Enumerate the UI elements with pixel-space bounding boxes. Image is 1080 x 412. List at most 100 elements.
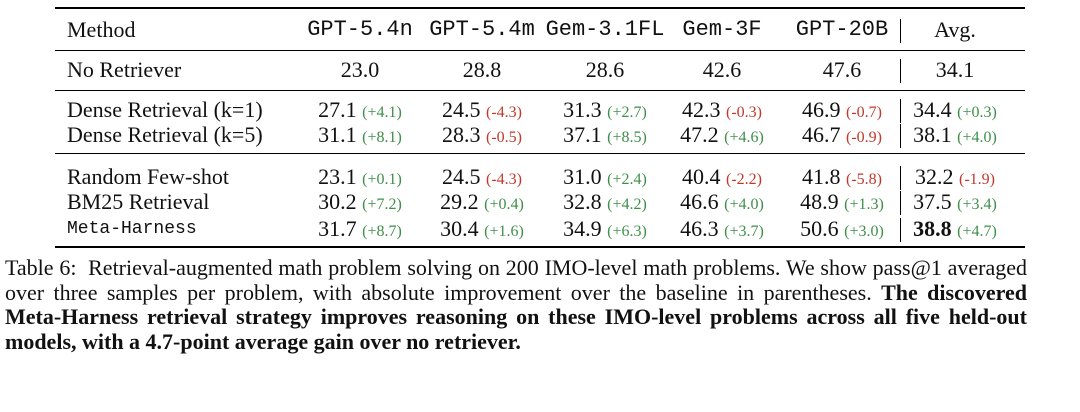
value-cell: 31.3 (+2.7)	[540, 98, 670, 125]
delta: (+3.7)	[724, 223, 764, 240]
value: 24.5	[442, 97, 481, 122]
delta: (-0.9)	[846, 129, 882, 146]
value: 47.6	[822, 57, 862, 82]
separator	[900, 99, 901, 123]
header-cell: GPT-5.4n	[307, 17, 413, 42]
delta: (+0.4)	[484, 196, 524, 213]
delta: (+4.6)	[724, 129, 764, 146]
delta: (+6.3)	[607, 223, 647, 240]
value-cell: 40.4 (-2.2)	[657, 165, 787, 192]
value-cell: 34.9 (+6.3)	[540, 217, 670, 244]
value-cell: 47.2 (+4.6)	[657, 123, 787, 150]
delta: (-5.8)	[846, 171, 882, 188]
delta: (-4.3)	[486, 104, 522, 121]
method-label: Random Few-shot	[67, 164, 229, 189]
value: 47.2	[680, 122, 719, 147]
delta: (+4.7)	[957, 223, 997, 240]
delta: (+4.1)	[362, 104, 402, 121]
value: 50.6	[800, 216, 839, 241]
caption-label: Table 6:	[5, 255, 77, 280]
caption-text: Retrieval-augmented math problem solving…	[5, 255, 1028, 305]
value-cell: 37.1 (+8.5)	[540, 123, 670, 150]
mid-rule	[55, 50, 1025, 51]
value: 42.3	[682, 97, 721, 122]
value-cell: 31.0 (+2.4)	[540, 165, 670, 192]
delta: (+3.4)	[957, 196, 997, 213]
value-cell: 24.5 (-4.3)	[417, 165, 547, 192]
value: 30.4	[440, 216, 479, 241]
value: 34.9	[563, 216, 602, 241]
delta: (+8.7)	[362, 223, 402, 240]
value-cell: 31.7 (+8.7)	[295, 217, 425, 244]
value-cell: 31.1 (+8.1)	[295, 123, 425, 150]
value-cell: 29.2 (+0.4)	[417, 190, 547, 217]
value-cell: 46.9 (-0.7)	[777, 98, 907, 125]
value-cell: 42.3 (-0.3)	[657, 98, 787, 125]
value: 41.8	[802, 164, 841, 189]
delta: (+4.0)	[724, 196, 764, 213]
header-cell: Avg.	[934, 17, 976, 42]
delta: (-2.2)	[726, 171, 762, 188]
delta: (+1.3)	[844, 196, 884, 213]
delta: (+4.2)	[607, 196, 647, 213]
value: 27.1	[318, 97, 357, 122]
bottom-rule	[55, 246, 1025, 248]
value: 46.6	[680, 189, 719, 214]
header-cell: Method	[67, 17, 136, 42]
header-cell: GPT-5.4m	[429, 17, 535, 42]
value: 31.7	[318, 216, 357, 241]
value-cell: 38.8 (+4.7)	[890, 217, 1020, 244]
value: 32.2	[915, 164, 954, 189]
header-cell: Gem-3.1FL	[545, 17, 665, 42]
value: 37.5	[913, 189, 952, 214]
value-cell: 28.6	[540, 58, 670, 82]
value: 28.8	[462, 57, 502, 82]
value: 37.1	[563, 122, 602, 147]
delta: (-0.7)	[846, 104, 882, 121]
value-cell: 30.2 (+7.2)	[295, 190, 425, 217]
caption: Table 6: Retrieval-augmented math proble…	[5, 255, 1028, 354]
value: 31.0	[563, 164, 602, 189]
header-cell: Gem-3F	[682, 17, 762, 42]
value-cell: 34.1	[890, 58, 1020, 82]
value-cell: 38.1 (+4.0)	[890, 123, 1020, 150]
value-cell: 34.4 (+0.3)	[890, 98, 1020, 125]
value: 29.2	[440, 189, 479, 214]
delta: (+0.1)	[362, 171, 402, 188]
value: 28.6	[585, 57, 625, 82]
separator	[900, 166, 901, 190]
method-label: Dense Retrieval (k=5)	[67, 122, 263, 147]
delta: (+3.0)	[844, 223, 884, 240]
value-cell: 28.8	[417, 58, 547, 82]
delta: (-1.9)	[959, 171, 995, 188]
value: 40.4	[682, 164, 721, 189]
value-cell: 47.6	[777, 58, 907, 82]
mid-rule	[55, 90, 1025, 91]
delta: (-0.5)	[486, 129, 522, 146]
value: 31.3	[563, 97, 602, 122]
top-rule	[55, 7, 1025, 9]
delta: (+7.2)	[362, 196, 402, 213]
method-label: Dense Retrieval (k=1)	[67, 97, 263, 122]
value: 46.3	[680, 216, 719, 241]
mid-rule	[55, 153, 1025, 154]
value-cell: 41.8 (-5.8)	[777, 165, 907, 192]
value-cell: 46.7 (-0.9)	[777, 123, 907, 150]
value-cell: 23.0	[295, 58, 425, 82]
value: 30.2	[318, 189, 357, 214]
separator	[900, 191, 901, 215]
value: 31.1	[318, 122, 357, 147]
value-cell: 32.8 (+4.2)	[540, 190, 670, 217]
value-cell: 24.5 (-4.3)	[417, 98, 547, 125]
value-cell: 30.4 (+1.6)	[417, 217, 547, 244]
delta: (+2.4)	[607, 171, 647, 188]
method-label: BM25 Retrieval	[67, 189, 210, 214]
value-cell: 37.5 (+3.4)	[890, 190, 1020, 217]
value: 23.1	[318, 164, 357, 189]
delta: (+8.1)	[362, 129, 402, 146]
method-label: No Retriever	[67, 57, 182, 82]
value: 48.9	[800, 189, 839, 214]
value: 42.6	[702, 57, 742, 82]
delta: (+2.7)	[607, 104, 647, 121]
